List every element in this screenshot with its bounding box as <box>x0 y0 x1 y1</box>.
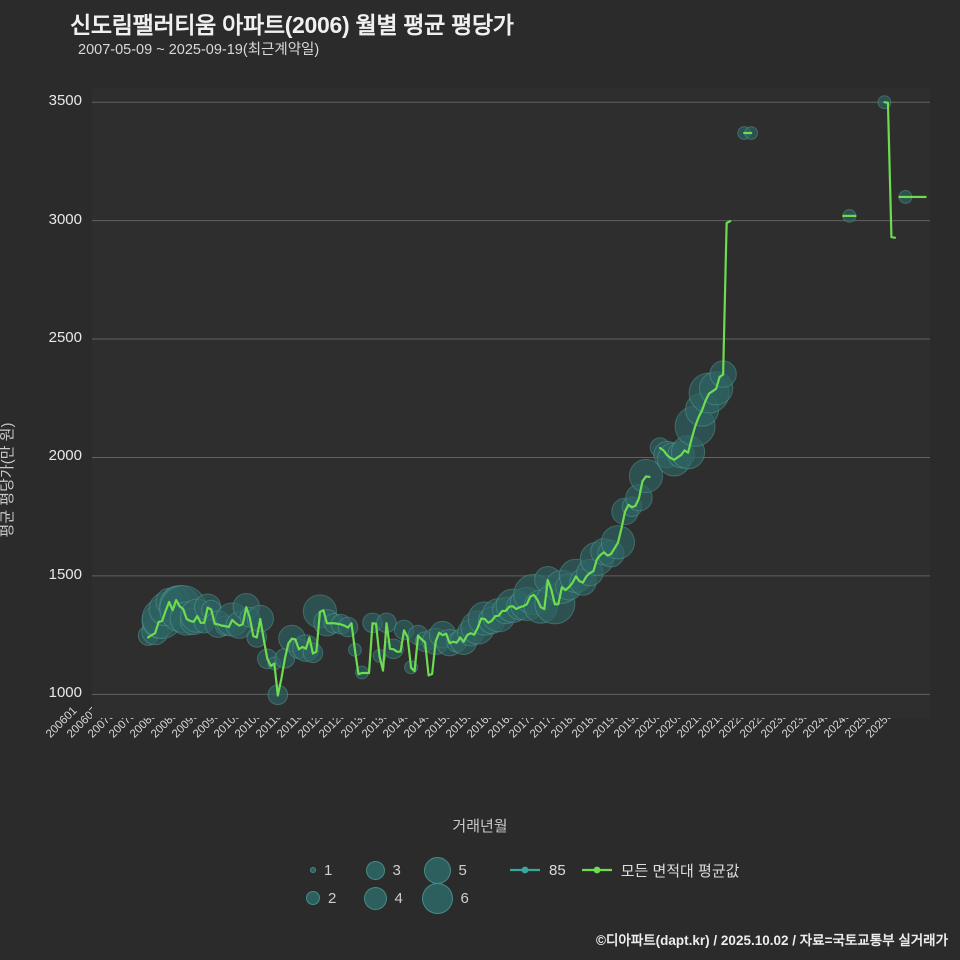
y-tick-label: 3000 <box>48 210 82 228</box>
legend-size-label: 3 <box>392 861 401 879</box>
legend-series-item[interactable]: 85 <box>508 862 566 879</box>
legend-size-scale: 1 3 5 2 4 6 <box>296 856 482 914</box>
legend-size-label: 2 <box>328 889 337 907</box>
legend-series-label: 85 <box>549 861 566 879</box>
page-subtitle: 2007-05-09 ~ 2025-09-19(최근계약일) <box>78 42 320 58</box>
line-segment[interactable] <box>883 101 897 239</box>
y-tick-label: 1500 <box>48 565 82 583</box>
legend-size-item[interactable]: 4 <box>358 884 420 912</box>
legend-line-marker-icon <box>581 866 612 874</box>
legend-bubble-icon <box>423 856 451 884</box>
legend-size-item[interactable]: 2 <box>296 884 358 912</box>
footer-credit: ©디아파트(dapt.kr) / 2025.10.02 / 자료=국토교통부 실… <box>596 933 948 948</box>
line-segment[interactable] <box>146 475 651 697</box>
y-axis-title: 평균 평당가(만 원) <box>0 422 16 538</box>
y-tick-label: 1000 <box>48 684 82 702</box>
legend-series-list: 85 모든 면적대 평균값 <box>508 856 739 884</box>
legend-size-item[interactable]: 6 <box>420 882 482 914</box>
legend-size-item[interactable]: 5 <box>420 856 482 884</box>
legend-dot <box>521 866 529 874</box>
legend-bubble-icon <box>363 886 387 910</box>
series-line-average <box>146 101 927 697</box>
legend-size-label: 4 <box>394 889 403 907</box>
x-axis-title: 거래년월 <box>452 818 508 835</box>
line-segment[interactable] <box>658 220 732 461</box>
legend-bubble-icon <box>306 891 320 905</box>
legend-size-item[interactable]: 1 <box>296 856 358 884</box>
legend-size-label: 1 <box>324 861 333 879</box>
page-title: 신도림팰러티움 아파트(2006) 월별 평균 평당가 <box>70 12 514 38</box>
legend-size-label: 6 <box>460 889 469 907</box>
legend-series-label: 모든 면적대 평균값 <box>620 862 740 880</box>
legend-bubble-icon <box>421 882 453 914</box>
legend-size-item[interactable]: 3 <box>358 856 420 884</box>
legend-series-item[interactable]: 모든 면적대 평균값 <box>580 860 740 881</box>
legend-dot <box>593 866 601 874</box>
y-tick-label: 2000 <box>48 447 82 465</box>
legend-bubble-icon <box>365 860 385 880</box>
y-tick-label: 2500 <box>48 329 82 347</box>
legend-bubble-icon <box>310 867 316 873</box>
legend-size-label: 5 <box>458 861 467 879</box>
y-tick-label: 3500 <box>48 92 82 110</box>
plot-area[interactable] <box>92 88 930 718</box>
legend-line-marker-icon <box>510 866 540 874</box>
chart-canvas[interactable] <box>92 88 930 718</box>
chart-legend: 1 3 5 2 4 6 85 모든 면적대 평균값 <box>0 856 960 922</box>
